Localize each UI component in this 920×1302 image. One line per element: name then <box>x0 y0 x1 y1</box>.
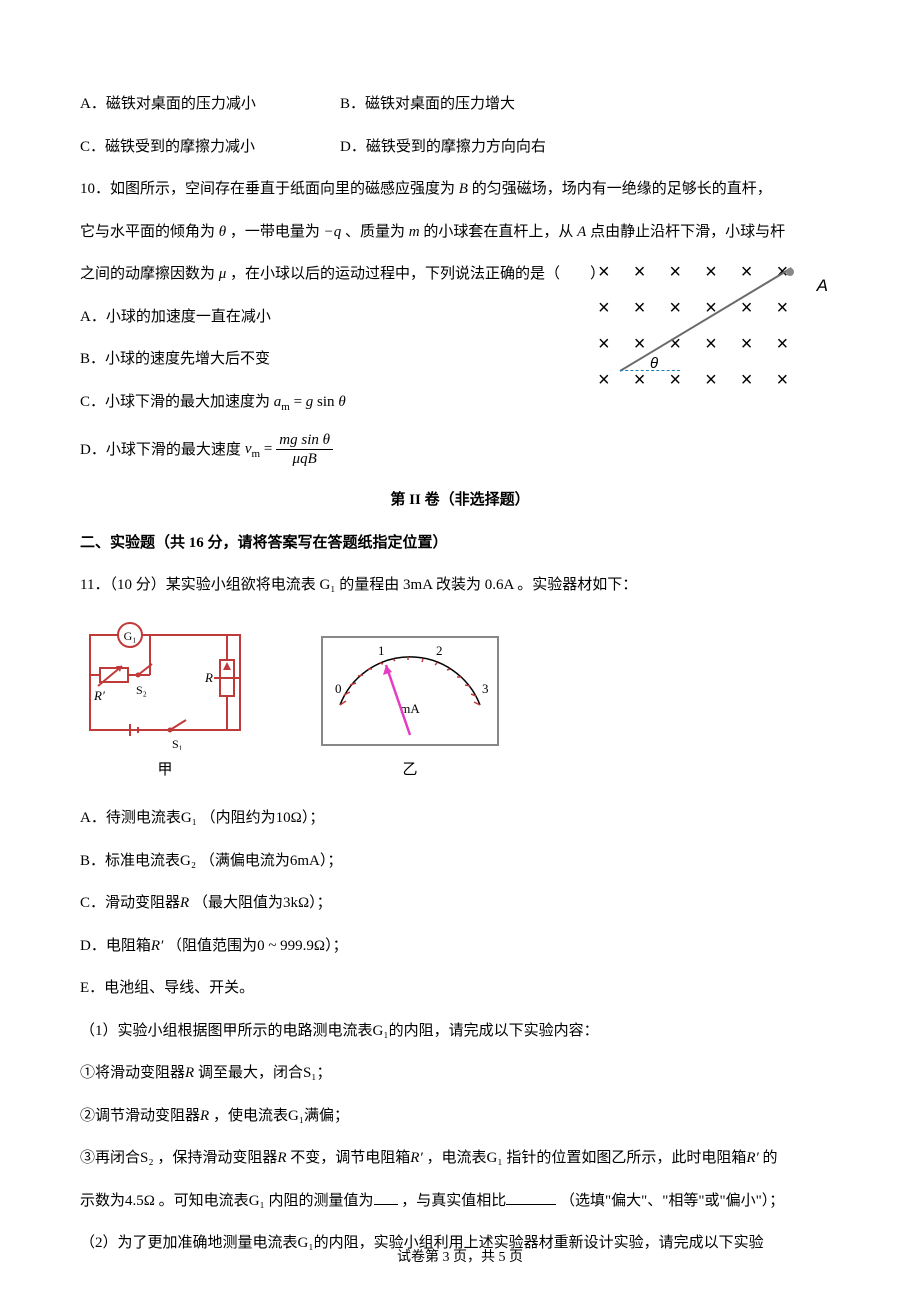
point-a-icon <box>786 268 794 276</box>
theta-label: θ <box>650 350 658 379</box>
q9-opt-b: B．磁铁对桌面的压力增大 <box>340 90 515 119</box>
point-a-label: A <box>817 270 828 302</box>
q11-s2: ②调节滑动变阻器R ，使电流表G₁满偏； <box>80 1102 840 1131</box>
blank-1 <box>374 1204 398 1205</box>
q9-row2: C．磁铁受到的摩擦力减小 D．磁铁受到的摩擦力方向向右 <box>80 133 840 162</box>
circuit-jia-svg: G₁ R′ S₂ R S₁ <box>80 620 250 750</box>
q10-stem-l1: 10．如图所示，空间存在垂直于纸面向里的磁感应强度为 B 的匀强磁场，场内有一绝… <box>80 175 840 204</box>
svg-text:3: 3 <box>482 681 489 696</box>
q11-s3-l2: 示数为4.5Ω 。可知电流表G₁ 内阻的测量值为 ，与真实值相比 （选填"偏大"… <box>80 1187 840 1216</box>
svg-text:2: 2 <box>436 643 443 658</box>
q11-opt-e: E．电池组、导线、开关。 <box>80 974 840 1003</box>
q10-stem-l2: 它与水平面的倾角为 θ ，一带电量为 −q 、质量为 m 的小球套在直杆上，从 … <box>80 218 840 247</box>
svg-text:S₂: S₂ <box>136 683 147 697</box>
svg-text:R′: R′ <box>93 688 105 703</box>
circuit-yi: 0 1 2 3 mA 乙 <box>320 635 500 785</box>
svg-text:G₁: G₁ <box>124 629 137 643</box>
q11-p1: （1）实验小组根据图甲所示的电路测电流表G₁的内阻，请完成以下实验内容： <box>80 1017 840 1046</box>
svg-text:1: 1 <box>378 643 385 658</box>
q11-s1: ①将滑动变阻器R 调至最大，闭合S₁； <box>80 1059 840 1088</box>
q11-stem: 11．（10 分）某实验小组欲将电流表 G₁ 的量程由 3mA 改装为 0.6A… <box>80 571 840 600</box>
page-footer: 试卷第 3 页，共 5 页 <box>0 1245 920 1272</box>
svg-text:S₁: S₁ <box>172 737 183 750</box>
q10-diagram: ×××××× ×××××× ×××××× ×××××× θ A <box>590 254 850 404</box>
svg-text:R: R <box>204 670 213 685</box>
circuit-jia: G₁ R′ S₂ R S₁ 甲 <box>80 620 250 785</box>
q9-opt-c: C．磁铁受到的摩擦力减小 <box>80 133 340 162</box>
label-jia: 甲 <box>80 756 250 785</box>
q9-opt-d: D．磁铁受到的摩擦力方向向右 <box>340 133 546 162</box>
q11-opt-b: B．标准电流表G₂ （满偏电流为6mA）； <box>80 847 840 876</box>
section2-heading: 二、实验题（共 16 分，请将答案写在答题纸指定位置） <box>80 529 840 558</box>
section2-title: 第 II 卷（非选择题） <box>80 486 840 515</box>
svg-text:0: 0 <box>335 681 342 696</box>
q10-opt-d: D．小球下滑的最大速度 vm = mg sin θ μqB <box>80 431 840 468</box>
circuit-figures: G₁ R′ S₂ R S₁ 甲 <box>80 620 840 785</box>
q11-s3-l1: ③再闭合S₂ ，保持滑动变阻器R 不变，调节电阻箱R′ ，电流表G₁ 指针的位置… <box>80 1144 840 1173</box>
meter-yi-svg: 0 1 2 3 mA <box>320 635 500 750</box>
blank-2 <box>506 1204 556 1205</box>
q9-row1: A．磁铁对桌面的压力减小 B．磁铁对桌面的压力增大 <box>80 90 840 119</box>
q11-opt-a: A．待测电流表G₁ （内阻约为10Ω）； <box>80 804 840 833</box>
q11-opt-c: C．滑动变阻器R （最大阻值为3kΩ）； <box>80 889 840 918</box>
q11-opt-d: D．电阻箱R′ （阻值范围为0 ~ 999.9Ω）； <box>80 932 840 961</box>
q9-opt-a: A．磁铁对桌面的压力减小 <box>80 90 340 119</box>
label-yi: 乙 <box>320 756 500 785</box>
